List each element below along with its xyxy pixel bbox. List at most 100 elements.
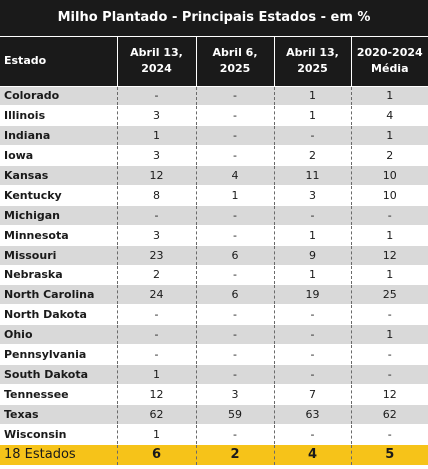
value-cell: 1 [273,86,351,107]
value-cell: 59 [195,404,274,425]
header-line: 2025 [297,62,328,75]
table-row: Pennsylvania - - - - [0,344,428,365]
state-column-header: Estado [0,36,117,87]
table-row: Ohio - - -1 [0,324,428,346]
total-row: 18 Estados 6 2 4 5 [0,444,428,466]
value-cell: 4 [195,165,274,186]
value-cell: 10 [350,165,428,186]
value-cell: - [195,364,274,385]
value-cell: 12 [350,245,428,266]
value-cell: - [195,86,274,107]
value-cell: 6 [195,245,274,266]
value-cell: - [273,304,351,326]
state-name: Kansas [0,165,117,186]
value-cell: 63 [273,404,351,425]
value-cell: 7 [273,384,351,405]
value-cell: 3 [116,145,196,167]
value-cell: 23 [116,245,196,266]
value-cell: 1 [273,105,351,127]
table-title: Milho Plantado - Principais Estados - em… [0,0,428,37]
value-cell: 1 [273,225,351,246]
table-row: Kansas 12 4 11 10 [0,165,428,186]
total-cell: 6 [116,444,196,466]
value-cell: 2 [350,145,428,167]
value-cell: 12 [116,384,196,405]
state-name: Colorado [0,86,117,107]
value-cell: 12 [116,165,196,186]
table-body: Colorado - -1 1 Illinois 3-1 4 Indiana 1- -1 Iowa 3… [0,86,428,445]
total-cell: 4 [273,444,351,466]
value-cell: - [116,86,196,107]
value-cell: 25 [350,284,428,306]
table-row: South Dakota 1- - - [0,364,428,385]
value-cell: - [350,344,428,365]
value-cell: - [350,424,428,445]
col-april-13-2025-header: Abril 13, 2025 [273,36,351,87]
state-name: Indiana [0,125,117,147]
total-cell: 2 [195,444,274,466]
state-name: Tennessee [0,384,117,405]
table-row: Nebraska 2-1 1 [0,265,428,286]
value-cell: - [350,364,428,385]
value-cell: 3 [273,185,351,206]
value-cell: 1 [350,265,428,286]
value-cell: - [116,205,196,226]
value-cell: 2 [273,145,351,167]
header-row: Estado Abril 13, 2024 Abril 6, 2025 Abri… [0,36,428,87]
state-name: Texas [0,404,117,425]
value-cell: - [273,344,351,365]
table-row: Minnesota 3-1 1 [0,225,428,246]
value-cell: 4 [350,105,428,127]
table-row: Tennessee 12 3 7 12 [0,384,428,405]
value-cell: - [195,205,274,226]
value-cell: 1 [350,86,428,107]
value-cell: 1 [195,185,274,206]
table-row: North Carolina 24 6 19 25 [0,284,428,306]
value-cell: 19 [273,284,351,306]
state-name: Nebraska [0,265,117,286]
value-cell: - [273,205,351,226]
total-cell: 5 [350,444,428,466]
table-row: Colorado - -1 1 [0,86,428,107]
header-line: Abril 13, [286,46,339,59]
value-cell: 9 [273,245,351,266]
value-cell: 1 [116,125,196,147]
value-cell: - [195,265,274,286]
state-name: Minnesota [0,225,117,246]
col-april-13-2024-header: Abril 13, 2024 [116,36,196,87]
state-name: Wisconsin [0,424,117,445]
table-row: North Dakota - - - - [0,304,428,326]
value-cell: 3 [116,105,196,127]
table-row: Michigan - - - - [0,205,428,226]
title-row: Milho Plantado - Principais Estados - em… [0,0,428,37]
state-name: North Dakota [0,304,117,326]
header-line: Abril 13, [130,46,183,59]
header-line: Média [371,62,409,75]
state-name: North Carolina [0,284,117,306]
value-cell: 24 [116,284,196,306]
value-cell: 3 [195,384,274,405]
table-row: Iowa 3-2 2 [0,145,428,167]
value-cell: 3 [116,225,196,246]
value-cell: 11 [273,165,351,186]
header-line: 2020-2024 [356,46,423,59]
value-cell: 1 [350,324,428,346]
table-row: Texas 62 59 63 62 [0,404,428,425]
header-line: 2024 [141,62,172,75]
value-cell: 10 [350,185,428,206]
value-cell: - [273,125,351,147]
value-cell: 1 [350,225,428,246]
state-name: South Dakota [0,364,117,385]
value-cell: - [195,145,274,167]
value-cell: - [273,324,351,346]
total-label: 18 Estados [0,444,117,466]
value-cell: 1 [273,265,351,286]
value-cell: - [116,324,196,346]
state-name: Michigan [0,205,117,226]
value-cell: - [273,424,351,445]
state-name: Kentucky [0,185,117,206]
state-name: Missouri [0,245,117,266]
value-cell: 1 [116,424,196,445]
